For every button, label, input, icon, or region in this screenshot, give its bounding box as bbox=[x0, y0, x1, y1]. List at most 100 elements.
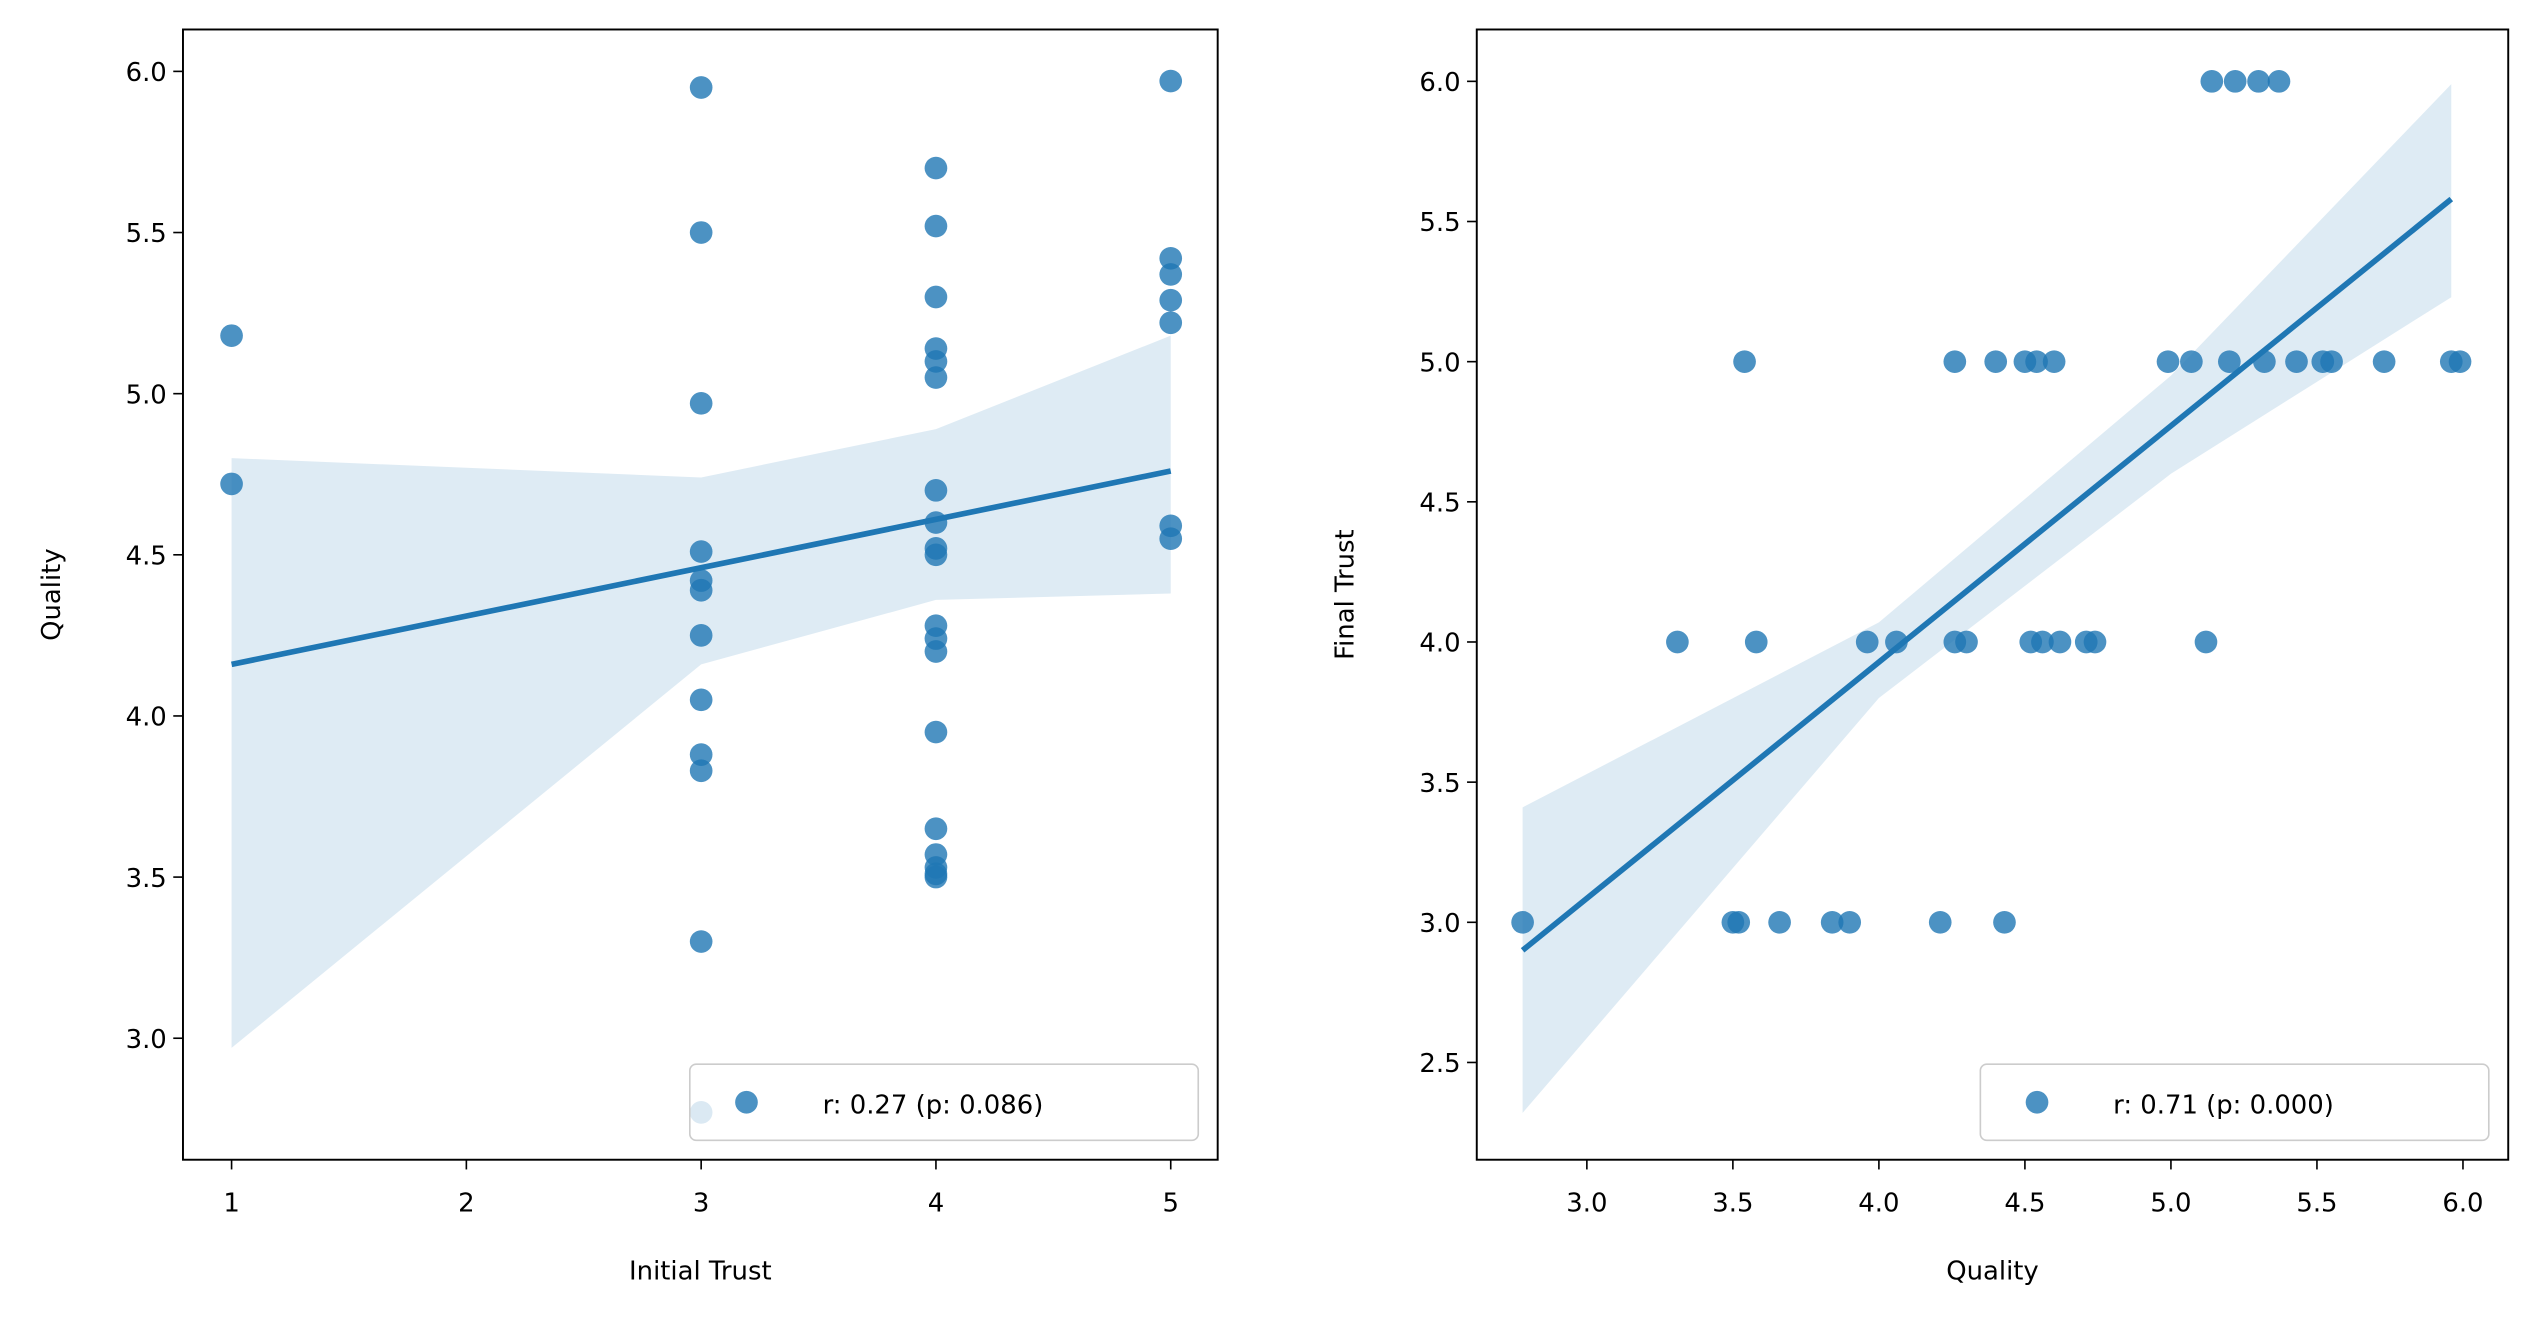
y-tick-label: 4.0 bbox=[1419, 629, 1460, 659]
x-tick-label: 4 bbox=[928, 1189, 944, 1219]
point bbox=[2156, 350, 2180, 374]
point bbox=[924, 640, 948, 663]
point bbox=[2025, 350, 2048, 374]
point bbox=[1727, 910, 1751, 934]
y-tick-label: 3.5 bbox=[1419, 769, 1460, 799]
point bbox=[924, 720, 948, 744]
axes-frame bbox=[182, 28, 1219, 1161]
point bbox=[2320, 350, 2343, 374]
point bbox=[689, 930, 713, 953]
fit-line bbox=[231, 468, 1172, 668]
point bbox=[2031, 630, 2054, 654]
point bbox=[1159, 527, 1183, 551]
point bbox=[689, 540, 713, 563]
point bbox=[924, 350, 948, 373]
point bbox=[1885, 630, 1908, 654]
y-tick-label: 4.0 bbox=[126, 703, 167, 733]
y-tick-label: 5.0 bbox=[1419, 348, 1460, 378]
point bbox=[1928, 910, 1952, 934]
y-tick-label: 3.0 bbox=[126, 1025, 167, 1055]
confidence-band bbox=[1522, 84, 2452, 1113]
y-tick-label: 4.5 bbox=[1419, 489, 1460, 519]
y-tick-label: 3.5 bbox=[126, 864, 167, 894]
point bbox=[220, 324, 243, 347]
x-axis-label: Initial Trust bbox=[629, 1257, 772, 1287]
point bbox=[1984, 350, 2008, 374]
point bbox=[220, 472, 243, 496]
x-tick-label: 5.0 bbox=[2150, 1189, 2191, 1219]
y-tick-label: 6.0 bbox=[1419, 68, 1460, 98]
legend-marker bbox=[2025, 1090, 2049, 1114]
point bbox=[2083, 630, 2107, 654]
legend-box bbox=[1979, 1063, 2490, 1142]
point bbox=[924, 865, 948, 889]
point bbox=[2372, 350, 2396, 374]
point bbox=[1159, 263, 1183, 286]
point bbox=[1159, 246, 1183, 270]
point bbox=[1993, 910, 2016, 934]
point bbox=[1511, 910, 1534, 934]
point bbox=[2194, 630, 2218, 654]
point bbox=[689, 578, 713, 602]
point bbox=[1955, 630, 1978, 654]
point bbox=[689, 76, 713, 99]
y-tick-label: 4.5 bbox=[126, 542, 167, 572]
point bbox=[2180, 350, 2203, 374]
point bbox=[924, 479, 948, 502]
point bbox=[689, 759, 713, 783]
point bbox=[2285, 350, 2308, 374]
x-tick-label: 3.0 bbox=[1566, 1189, 1607, 1219]
point bbox=[924, 366, 948, 389]
x-tick-label: 6.0 bbox=[2442, 1189, 2483, 1219]
y-tick-label: 5.0 bbox=[126, 380, 167, 410]
y-tick-label: 3.0 bbox=[1419, 909, 1460, 939]
legend-label: r: 0.27 (p: 0.086) bbox=[823, 1091, 1044, 1121]
point bbox=[689, 221, 713, 244]
y-tick-label: 5.5 bbox=[1419, 208, 1460, 238]
point bbox=[924, 543, 948, 567]
x-tick-label: 4.5 bbox=[2004, 1189, 2045, 1219]
point bbox=[2247, 70, 2270, 93]
x-tick-label: 5 bbox=[1162, 1189, 1178, 1219]
fit-line bbox=[1520, 196, 2454, 953]
point bbox=[2448, 350, 2472, 374]
y-axis-label: Final Trust bbox=[1331, 529, 1361, 660]
x-tick-label: 5.5 bbox=[2296, 1189, 2337, 1219]
y-axis-label: Quality bbox=[37, 548, 67, 641]
point bbox=[924, 156, 948, 180]
point bbox=[1744, 630, 1768, 654]
point bbox=[2267, 70, 2291, 93]
x-tick-label: 2 bbox=[458, 1189, 474, 1219]
point bbox=[1820, 910, 1844, 934]
point bbox=[1666, 630, 1689, 654]
point bbox=[689, 743, 713, 766]
point bbox=[1838, 910, 1862, 934]
point bbox=[2042, 350, 2066, 374]
x-tick-label: 4.0 bbox=[1858, 1189, 1899, 1219]
x-tick-label: 3.5 bbox=[1712, 1189, 1753, 1219]
point bbox=[924, 285, 948, 309]
y-tick-label: 2.5 bbox=[1419, 1049, 1460, 1079]
x-tick-label: 3 bbox=[693, 1189, 709, 1219]
point bbox=[689, 392, 713, 415]
point bbox=[1159, 288, 1183, 312]
point bbox=[1943, 350, 1967, 374]
legend-label: r: 0.71 (p: 0.000) bbox=[2113, 1091, 2334, 1121]
x-tick-label: 1 bbox=[223, 1189, 239, 1219]
axes-frame bbox=[1475, 28, 2510, 1161]
point bbox=[2048, 630, 2072, 654]
point bbox=[1768, 910, 1791, 934]
point bbox=[2218, 350, 2241, 374]
y-tick-label: 6.0 bbox=[126, 58, 167, 88]
point bbox=[924, 214, 948, 238]
point bbox=[924, 817, 948, 841]
point bbox=[1733, 350, 1756, 374]
point bbox=[689, 624, 713, 647]
x-axis-label: Quality bbox=[1946, 1257, 2039, 1287]
point bbox=[1159, 311, 1183, 335]
point bbox=[2223, 70, 2247, 93]
legend-marker bbox=[735, 1090, 758, 1114]
y-tick-label: 5.5 bbox=[126, 219, 167, 249]
point bbox=[689, 688, 713, 712]
